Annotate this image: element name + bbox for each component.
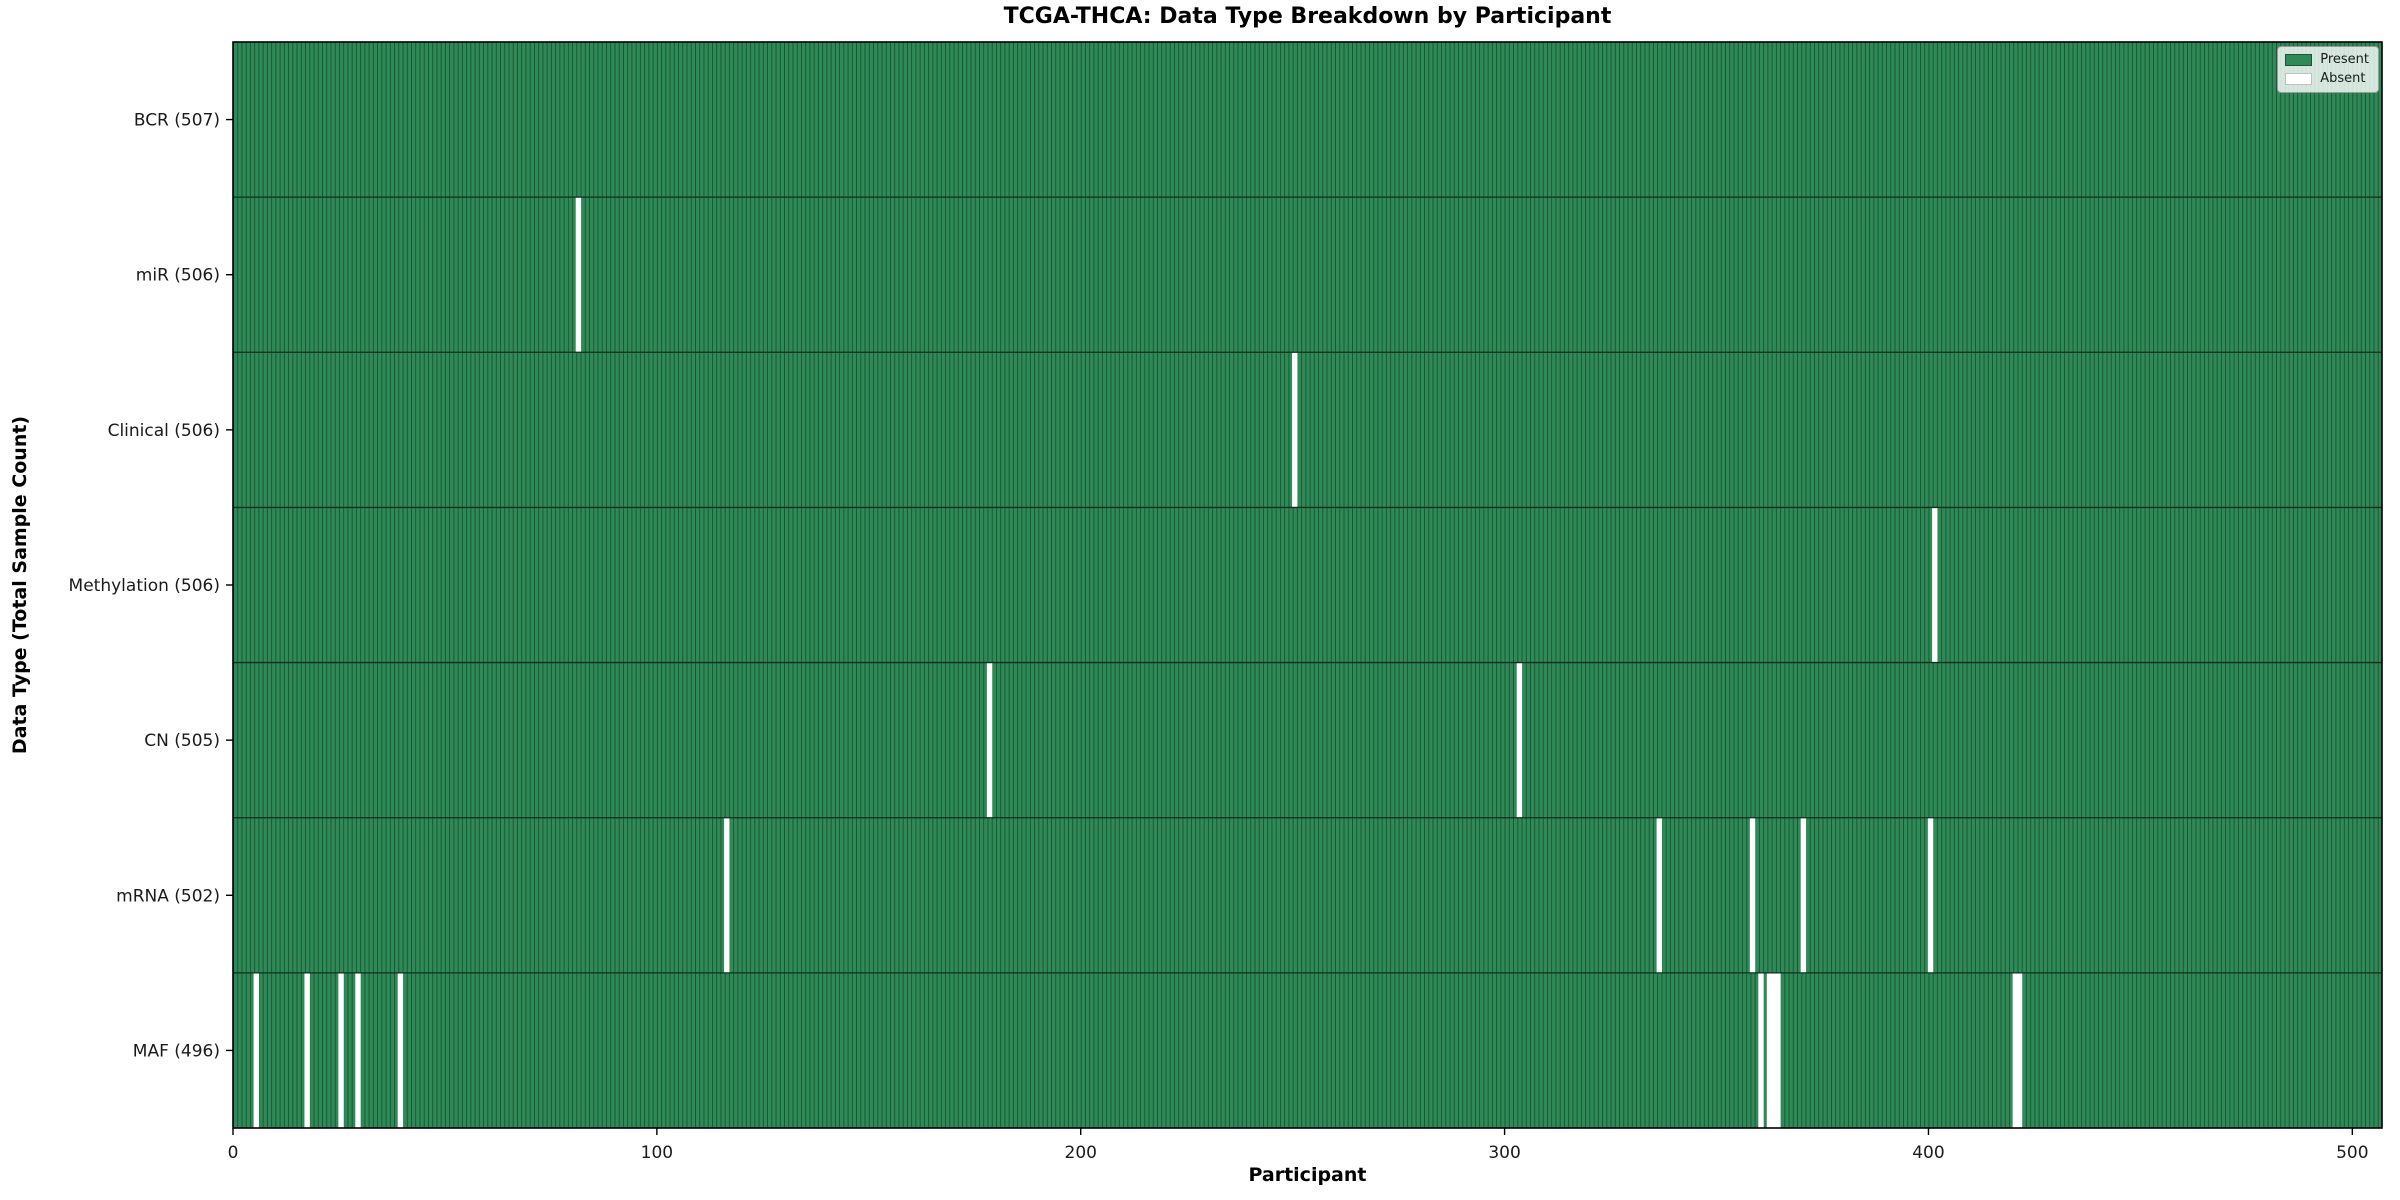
absent-gap — [2012, 972, 2023, 1128]
absent-gap — [1516, 662, 1523, 818]
absent-gap — [253, 972, 260, 1128]
y-tick-label: MAF (496) — [133, 1041, 220, 1061]
y-tick-label: Clinical (506) — [108, 421, 220, 441]
y-tick-label: miR (506) — [136, 266, 220, 286]
absent-gap — [1766, 972, 1781, 1128]
chart-title: TCGA-THCA: Data Type Breakdown by Partic… — [1003, 4, 1612, 29]
absent-gap — [575, 197, 582, 353]
y-tick-label: Methylation (506) — [69, 576, 220, 596]
absent-gap — [986, 662, 993, 818]
absent-gap — [338, 972, 344, 1128]
y-axis-label: Data Type (Total Sample Count) — [9, 416, 31, 754]
x-tick-label: 0 — [228, 1143, 239, 1163]
absent-gap — [1292, 352, 1298, 508]
y-tick-label: BCR (507) — [134, 111, 220, 131]
absent-gap — [304, 972, 310, 1128]
legend-item-absent: Absent — [2285, 71, 2369, 86]
x-tick-label: 200 — [1065, 1143, 1097, 1163]
absent-gap — [397, 972, 404, 1128]
present-swatch — [2285, 53, 2313, 66]
absent-gap — [1932, 507, 1938, 663]
legend-item-present: Present — [2285, 52, 2369, 67]
presence-matrix — [233, 42, 2382, 1128]
absent-gap — [355, 972, 361, 1128]
absent-gap — [1656, 817, 1663, 973]
x-tick-label: 500 — [2336, 1143, 2368, 1163]
legend-label-absent: Absent — [2320, 71, 2366, 86]
x-tick-label: 400 — [1912, 1143, 1944, 1163]
absent-gap — [724, 817, 730, 973]
absent-gap — [1800, 817, 1807, 973]
absent-gap — [1758, 972, 1764, 1128]
absent-gap — [1927, 817, 1934, 973]
y-tick-label: CN (505) — [144, 731, 220, 751]
x-tick-label: 100 — [641, 1143, 673, 1163]
y-tick-label: mRNA (502) — [116, 886, 220, 906]
x-tick-label: 300 — [1488, 1143, 1520, 1163]
x-axis-label: Participant — [1248, 1164, 1367, 1186]
legend-label-present: Present — [2320, 52, 2369, 67]
legend: Present Absent — [2277, 46, 2379, 93]
absent-gap — [1749, 817, 1756, 973]
absent-swatch — [2285, 72, 2313, 85]
